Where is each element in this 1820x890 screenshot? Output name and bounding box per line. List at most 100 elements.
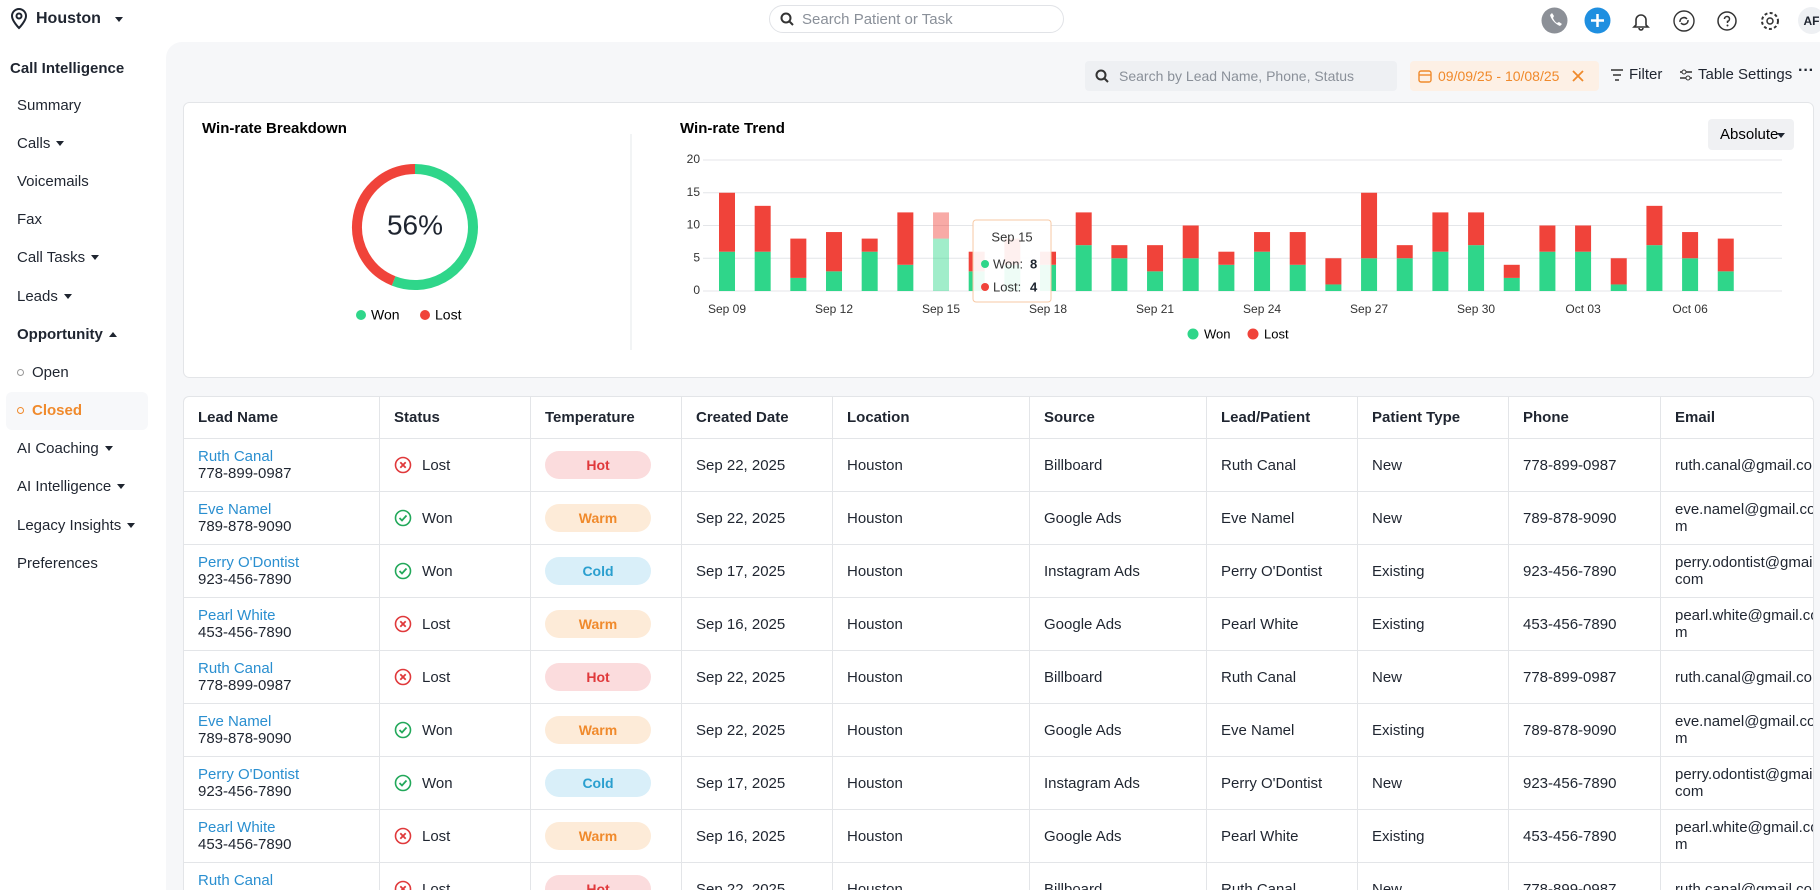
table-cell: 453-456-7890	[1508, 597, 1661, 651]
lead-name-link[interactable]: Ruth Canal	[198, 448, 274, 465]
add-button[interactable]	[1583, 6, 1612, 35]
nav-item[interactable]: AI Coaching	[6, 430, 148, 468]
bar-segment	[1539, 225, 1556, 252]
legend-dot	[1247, 328, 1259, 340]
table-cell: Perry O'Dontist	[1206, 544, 1358, 598]
status-text: Lost	[422, 880, 451, 890]
bar-segment	[933, 212, 950, 239]
status-text: Won	[422, 509, 453, 527]
nav-label: Call Tasks	[17, 249, 86, 267]
email-text: eve.namel@gmail.com	[1675, 713, 1814, 747]
bar-segment	[933, 238, 950, 291]
more-button[interactable]: ···	[1798, 62, 1814, 79]
table-cell: Billboard	[1029, 650, 1207, 704]
date-range[interactable]: 09/09/25 - 10/08/25	[1410, 61, 1599, 91]
table-search[interactable]: Search by Lead Name, Phone, Status	[1085, 61, 1397, 91]
clear-icon[interactable]	[1571, 69, 1585, 83]
bar-segment	[826, 232, 843, 272]
status: Won	[394, 508, 530, 528]
lead-phone: 778-899-0987	[198, 677, 292, 694]
table-settings-button[interactable]: Table Settings	[1679, 66, 1792, 83]
sidebar-nav: Summary Calls Voicemails Fax Call Tasks Leads…	[6, 86, 148, 582]
lead-name-link[interactable]: Perry O'Dontist	[198, 554, 300, 571]
status: Won	[394, 773, 530, 793]
bar-segment	[1111, 245, 1128, 259]
status-text: Won	[422, 721, 453, 739]
lead-phone: 778-899-0987	[198, 465, 292, 482]
bar-segment	[861, 251, 878, 291]
nav-item[interactable]: Leads	[6, 277, 148, 315]
column-header: Location	[832, 397, 1030, 439]
lead-name-link[interactable]: Pearl White	[198, 607, 276, 624]
calendar-icon	[1418, 70, 1432, 83]
lead-name-link[interactable]: Ruth Canal	[198, 872, 274, 889]
lead-name-link[interactable]: Eve Namel	[198, 713, 272, 730]
lead-name-link[interactable]: Pearl White	[198, 819, 276, 836]
filter-button[interactable]: Filter	[1610, 66, 1662, 83]
email-cell: ruth.canal@gmail.com	[1660, 650, 1813, 704]
lead-phone: 453-456-7890	[198, 624, 292, 641]
status-cell: Won	[379, 703, 531, 757]
table-cell: Sep 17, 2025	[681, 756, 833, 810]
status-cell: Won	[379, 491, 531, 545]
icon	[394, 774, 412, 792]
table-row: Eve Namel 789-878-9090 Won Warm Sep 22, 2025…	[184, 491, 1813, 545]
bar-segment	[826, 271, 843, 291]
table-cell: New	[1357, 491, 1509, 545]
lead-name-link[interactable]: Ruth Canal	[198, 660, 274, 677]
bar-segment	[1147, 271, 1164, 291]
sync-button[interactable]	[1669, 6, 1698, 35]
nav-item[interactable]: Open	[6, 353, 148, 391]
location-selector[interactable]: Houston	[10, 8, 123, 30]
nav-item[interactable]: Closed	[6, 391, 148, 430]
nav-item[interactable]: Call Tasks	[6, 239, 148, 277]
bar-segment	[754, 251, 771, 291]
x-tick-label: Oct 03	[1565, 302, 1601, 316]
nav-label: Calls	[17, 134, 51, 152]
status-cell: Won	[379, 544, 531, 598]
nav-item[interactable]: Opportunity	[6, 315, 148, 353]
table-cell: Pearl White	[1206, 597, 1358, 651]
bar-segment	[1396, 245, 1413, 259]
bar-segment	[1075, 245, 1092, 291]
nav-item[interactable]: Voicemails	[6, 162, 148, 200]
nav-item[interactable]: Calls	[6, 124, 148, 162]
x-tick-label: Sep 27	[1350, 302, 1388, 316]
notifications-button[interactable]	[1626, 6, 1655, 35]
lead-name-link[interactable]: Eve Namel	[198, 501, 272, 518]
nav-item[interactable]: Fax	[6, 201, 148, 239]
column-header: Patient Type	[1357, 397, 1509, 439]
bar-segment	[1646, 245, 1663, 291]
table-row: Perry O'Dontist 923-456-7890 Won Cold Sep 17…	[184, 756, 1813, 810]
lead-phone: 923-456-7890	[198, 571, 292, 588]
phone-button[interactable]	[1540, 6, 1569, 35]
temperature-cell: Warm	[530, 491, 682, 545]
settings-button[interactable]	[1755, 6, 1784, 35]
bar-segment	[1503, 277, 1520, 291]
nav-label: Summary	[17, 96, 82, 114]
email-text: perry.odontist@gmail.com	[1675, 554, 1814, 588]
lead-name-link[interactable]: Perry O'Dontist	[198, 766, 300, 783]
status-cell: Lost	[379, 597, 531, 651]
status: Lost	[394, 455, 530, 475]
nav-item[interactable]: Legacy Insights	[6, 506, 148, 544]
icon	[394, 562, 412, 580]
bar-segment	[790, 277, 807, 291]
table-cell: 778-899-0987	[1508, 438, 1661, 492]
nav-label: Fax	[17, 211, 43, 229]
nav-item[interactable]: Preferences	[6, 544, 148, 582]
table-cell: Sep 22, 2025	[681, 491, 833, 545]
mode-dropdown[interactable]: Absolute	[1708, 119, 1794, 150]
icon	[394, 880, 412, 890]
bar-segment	[1325, 284, 1342, 291]
nav-item[interactable]: AI Intelligence	[6, 468, 148, 506]
nav-item[interactable]: Summary	[6, 86, 148, 124]
temperature-cell: Hot	[530, 438, 682, 492]
global-search[interactable]: Search Patient or Task	[769, 5, 1064, 33]
help-button[interactable]	[1712, 6, 1741, 35]
avatar[interactable]: AF	[1798, 7, 1820, 34]
